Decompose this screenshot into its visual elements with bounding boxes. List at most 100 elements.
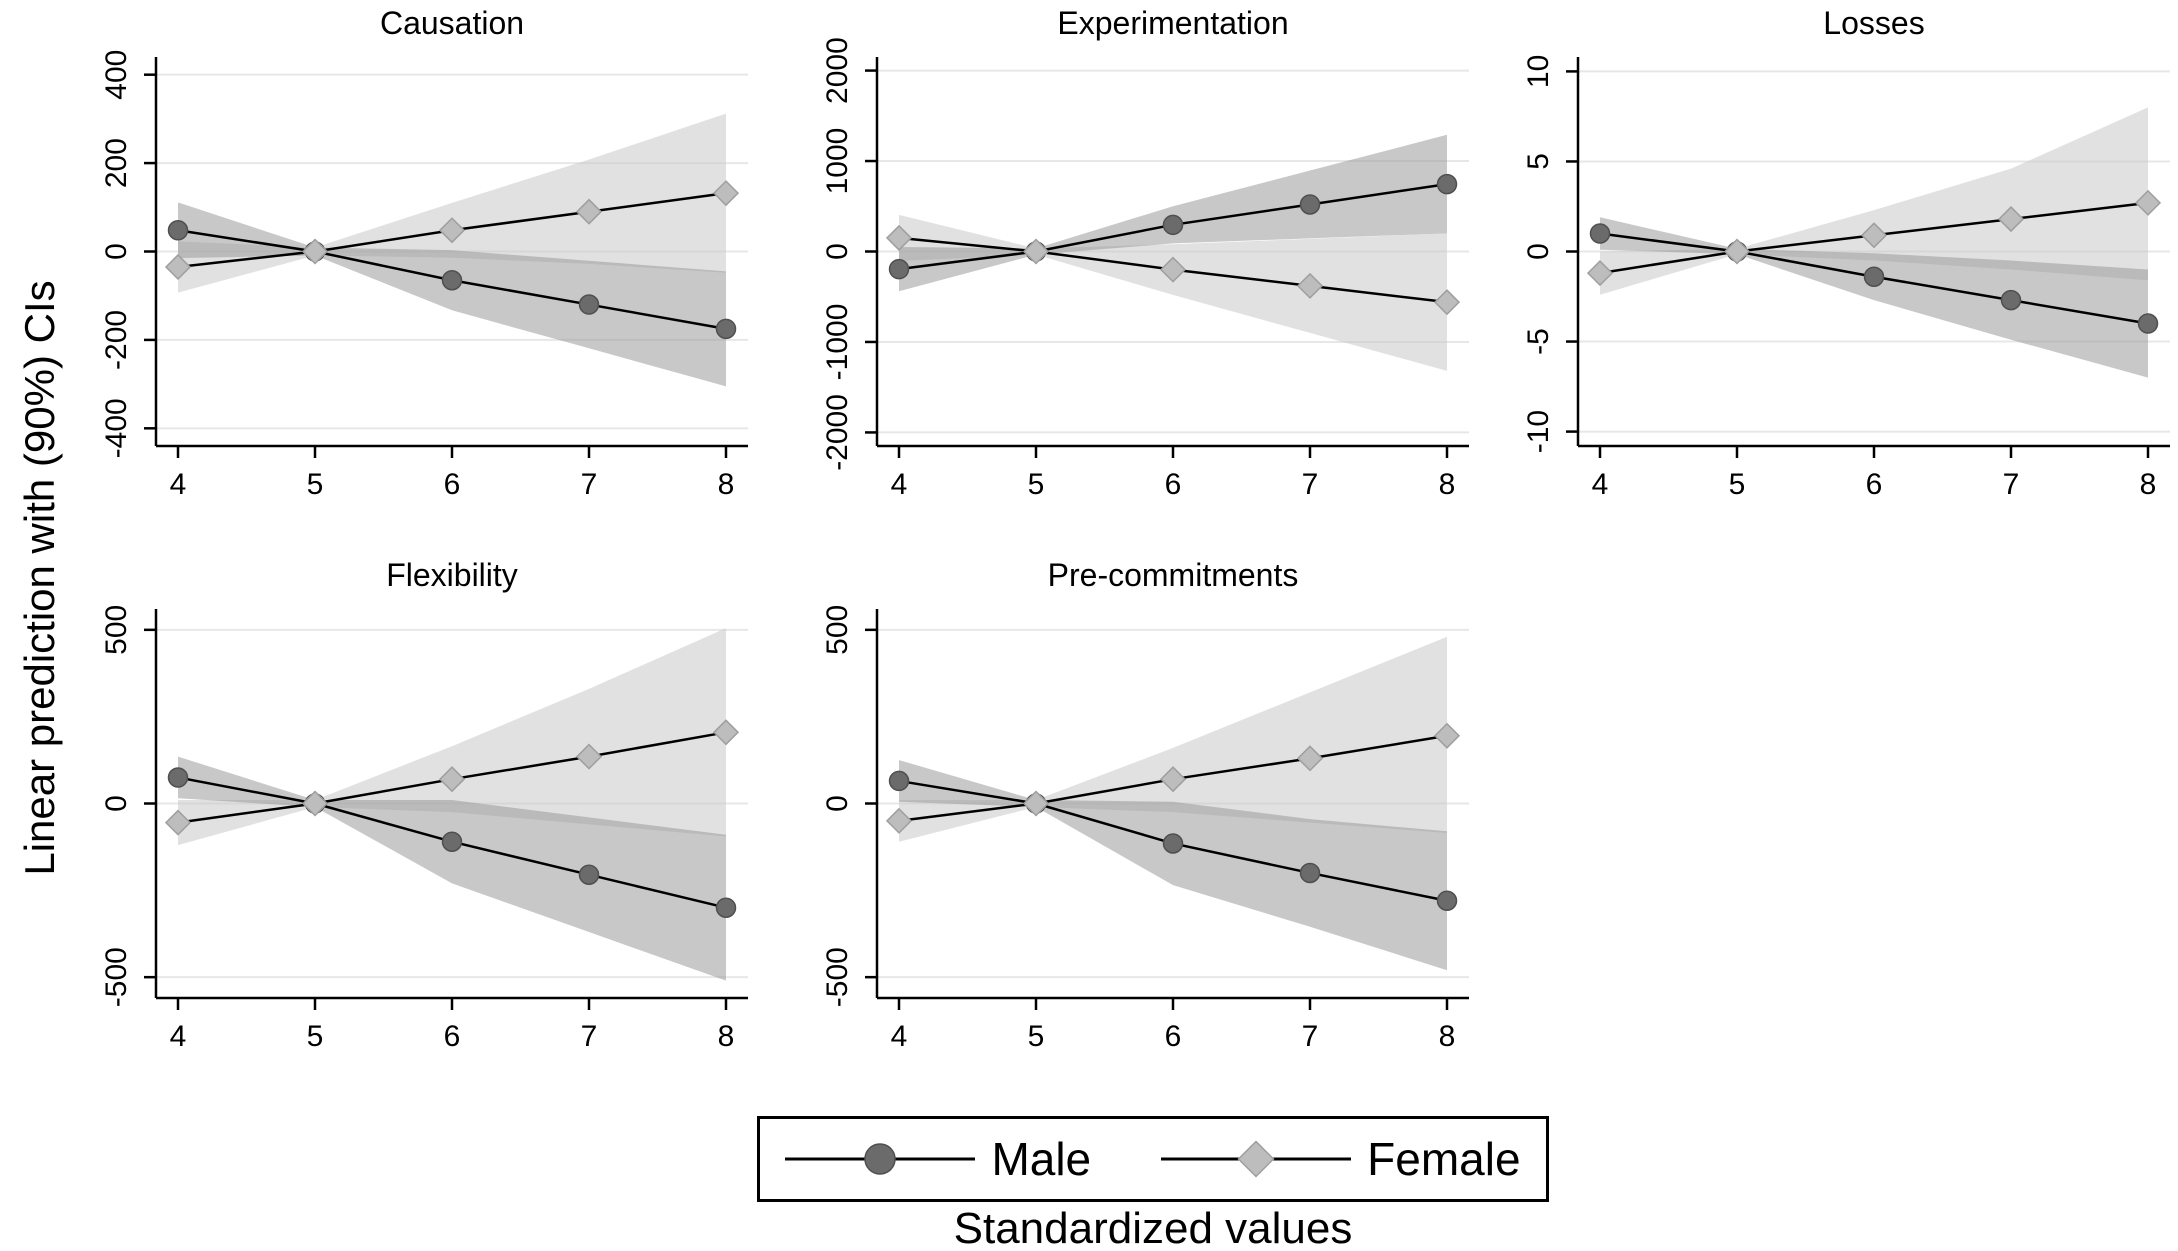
marker-circle-male [167, 767, 189, 788]
marker-circle-male [167, 220, 189, 241]
y-tick-label: 5 [1522, 153, 1555, 170]
marker-diamond-female [885, 224, 913, 251]
series-female [164, 719, 740, 836]
panel-causation: Causation 400 200 0 -200 -400 4 5 6 7 8 [100, 5, 748, 501]
marker-circle-male [1299, 862, 1321, 884]
marker-diamond-female [2134, 189, 2162, 216]
marker-circle-male [2000, 289, 2022, 311]
marker-diamond-female [164, 809, 192, 836]
y-tick-label: 10 [1522, 55, 1555, 88]
x-tick-label: 6 [444, 468, 461, 501]
panel-title: Pre-commitments [1048, 557, 1299, 593]
diamond-sample-svg [1161, 1140, 1352, 1178]
ci-area-male [1600, 217, 2148, 378]
marker-diamond-female [1159, 256, 1187, 283]
legend-label-male: Male [991, 1133, 1092, 1185]
marker-circle-male [715, 897, 737, 918]
y-tick-label: 2000 [821, 37, 854, 104]
x-tick-label: 7 [2003, 468, 2020, 501]
y-tick-label: 200 [100, 138, 133, 188]
y-tick-label: 0 [1522, 243, 1555, 260]
panel-title: Experimentation [1057, 5, 1288, 41]
panel-experimentation: Experimentation 2000 1000 0 -1000 -2000 4 5 6 7 8 [821, 5, 1469, 501]
x-tick-label: 4 [891, 1020, 908, 1053]
marker-circle-male [1162, 833, 1184, 854]
x-tick-label: 7 [1302, 468, 1319, 501]
x-tick-label: 5 [1729, 468, 1746, 501]
marker-diamond-female [1723, 238, 1751, 265]
series-female [164, 180, 740, 281]
axes: 500 0 -500 4 5 6 7 8 [821, 605, 1469, 1053]
panel-flexibility: Flexibility 500 0 -500 4 5 6 7 8 [100, 557, 748, 1053]
y-tick-label: 400 [100, 50, 133, 100]
y-tick-label: 0 [821, 795, 854, 812]
x-tick-label: 6 [1165, 468, 1182, 501]
y-tick-label: -200 [100, 310, 133, 370]
y-tick-label: -2000 [821, 394, 854, 471]
x-tick-label: 8 [718, 468, 735, 501]
y-tick-label: 500 [100, 605, 133, 655]
marker-circle-male [578, 864, 600, 885]
y-tick-label: -10 [1522, 410, 1555, 453]
axes: 10 5 0 -5 -10 4 5 6 7 8 [1522, 55, 2170, 501]
marker-diamond-female [1296, 745, 1324, 772]
x-tick-label: 6 [1866, 468, 1883, 501]
legend-item-female: Female [1161, 1133, 1521, 1185]
male-line-marker-icon [785, 1137, 976, 1181]
y-tick-label: 500 [821, 605, 854, 655]
x-tick-label: 5 [1028, 1020, 1045, 1053]
legend-circle-marker [864, 1143, 897, 1175]
x-tick-label: 4 [170, 1020, 187, 1053]
marker-diamond-female [575, 198, 603, 225]
marker-diamond-female [1022, 790, 1050, 817]
ci-area-female [178, 628, 726, 846]
marker-diamond-female [885, 807, 913, 834]
x-tick-label: 4 [891, 468, 908, 501]
y-tick-label: -5 [1522, 328, 1555, 355]
legend-label-female: Female [1367, 1133, 1521, 1185]
x-tick-label: 7 [581, 1020, 598, 1053]
marker-circle-male [1589, 223, 1611, 244]
x-tick-label: 4 [170, 468, 187, 501]
y-tick-label: 1000 [821, 128, 854, 195]
y-tick-label: -400 [100, 398, 133, 458]
y-tick-label: 0 [100, 795, 133, 812]
x-tick-label: 5 [1028, 468, 1045, 501]
marker-diamond-female [1296, 272, 1324, 299]
marker-diamond-female [575, 743, 603, 770]
marker-diamond-female [1433, 289, 1461, 316]
marker-diamond-female [712, 719, 740, 746]
x-tick-label: 4 [1592, 468, 1609, 501]
axes: 500 0 -500 4 5 6 7 8 [100, 605, 748, 1053]
marker-circle-male [441, 831, 463, 852]
panel-pre-commitments: Pre-commitments 500 0 -500 4 5 6 7 8 [821, 557, 1469, 1053]
panel-losses: Losses 10 5 0 -5 -10 4 5 6 7 8 [1522, 5, 2170, 501]
panels: Causation 400 200 0 -200 -400 4 5 6 7 8 Experimenta… [100, 5, 2170, 1053]
marker-diamond-female [438, 217, 466, 244]
ci-areas [178, 628, 726, 981]
y-tick-label: 0 [100, 243, 133, 260]
ci-areas [178, 113, 726, 387]
legend-item-male: Male [785, 1136, 1091, 1182]
marker-diamond-female [1997, 206, 2025, 233]
ci-areas [1600, 107, 2148, 378]
panel-title: Losses [1823, 5, 1924, 41]
x-tick-label: 5 [307, 468, 324, 501]
series-male [888, 770, 1458, 911]
marker-circle-male [888, 770, 910, 792]
series-female [885, 722, 1461, 834]
legend: Male Female [757, 1116, 1549, 1202]
axes: 2000 1000 0 -1000 -2000 4 5 6 7 8 [821, 37, 1469, 501]
panel-title: Causation [380, 5, 524, 41]
x-tick-label: 6 [1165, 1020, 1182, 1053]
marker-diamond-female [712, 180, 740, 207]
panel-title: Flexibility [386, 557, 518, 593]
x-tick-label: 5 [307, 1020, 324, 1053]
marker-diamond-female [301, 790, 329, 817]
marker-circle-male [1436, 173, 1458, 195]
marker-diamond-female [1022, 238, 1050, 265]
female-line-marker-icon [1161, 1137, 1352, 1181]
ci-areas [899, 134, 1447, 371]
marker-diamond-female [164, 253, 192, 281]
